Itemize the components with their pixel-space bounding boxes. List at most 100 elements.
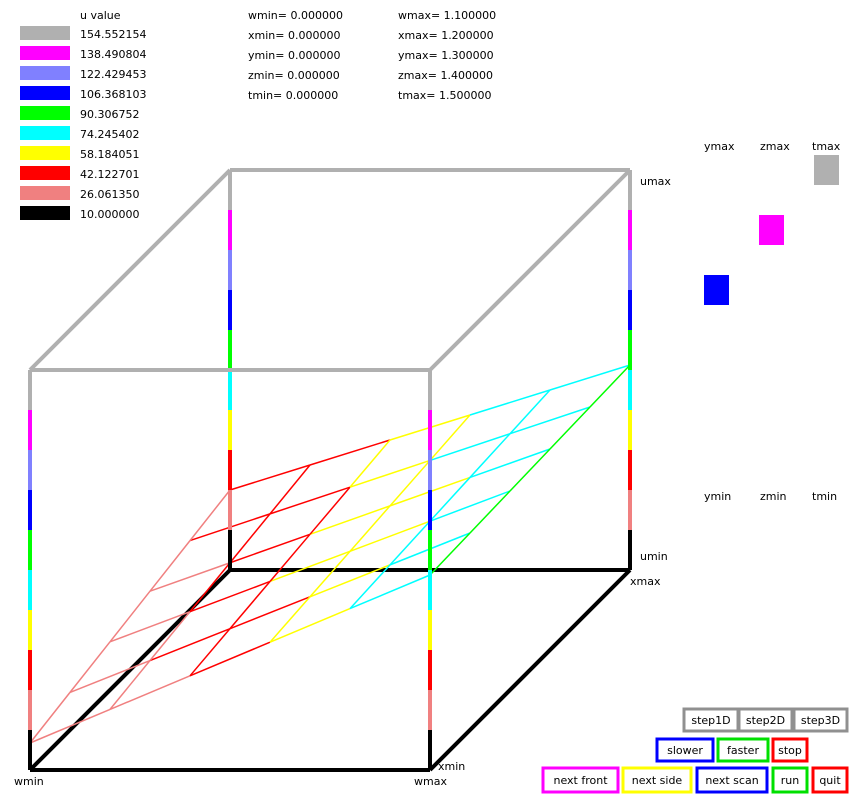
button[interactable]: next front bbox=[541, 766, 620, 794]
axis-label: wmax bbox=[414, 775, 447, 788]
legend-label: 106.368103 bbox=[80, 88, 146, 101]
mesh-line bbox=[269, 596, 311, 643]
slider-label: tmin bbox=[812, 490, 837, 503]
axis-label: umax bbox=[640, 175, 671, 188]
mesh-line bbox=[309, 505, 391, 536]
mesh-line bbox=[429, 476, 471, 522]
button-label: step3D bbox=[801, 714, 840, 727]
button-frame bbox=[716, 737, 770, 763]
mesh-line bbox=[149, 562, 231, 592]
button[interactable]: step3D bbox=[792, 707, 849, 733]
button[interactable]: run bbox=[771, 766, 809, 794]
button-label: faster bbox=[727, 744, 759, 757]
button-label: stop bbox=[778, 744, 802, 757]
range-min: tmin= 0.000000 bbox=[248, 89, 338, 102]
button[interactable]: next side bbox=[621, 766, 693, 794]
mesh-line bbox=[29, 708, 111, 744]
legend-swatch bbox=[20, 146, 70, 160]
mesh-line bbox=[589, 364, 631, 408]
button-label: next scan bbox=[705, 774, 758, 787]
button-frame bbox=[621, 766, 693, 794]
mesh-line bbox=[269, 550, 351, 583]
slider-handle[interactable] bbox=[814, 155, 839, 185]
mesh-line bbox=[309, 486, 351, 535]
mesh-line bbox=[269, 533, 311, 582]
mesh-line bbox=[509, 448, 551, 492]
mesh-line bbox=[469, 389, 551, 416]
mesh-line bbox=[509, 406, 591, 435]
button-label: next front bbox=[553, 774, 608, 787]
range-max: ymax= 1.300000 bbox=[398, 49, 494, 62]
range-min: zmin= 0.000000 bbox=[248, 69, 340, 82]
button-label: slower bbox=[667, 744, 703, 757]
range-min: wmin= 0.000000 bbox=[248, 9, 343, 22]
range-max: tmax= 1.500000 bbox=[398, 89, 491, 102]
mesh-line bbox=[429, 433, 511, 462]
mesh-line bbox=[269, 486, 351, 515]
mesh-line bbox=[269, 464, 311, 515]
axis-label: xmin bbox=[438, 760, 465, 773]
mesh-line bbox=[349, 520, 431, 553]
button-frame bbox=[655, 737, 715, 763]
button-frame bbox=[771, 737, 809, 763]
cube-edge bbox=[428, 168, 632, 372]
slider-label: ymax bbox=[704, 140, 735, 153]
button-label: step2D bbox=[746, 714, 785, 727]
mesh-line bbox=[189, 641, 271, 677]
mesh-line bbox=[309, 439, 391, 466]
legend-swatch bbox=[20, 46, 70, 60]
mesh-line bbox=[109, 590, 151, 643]
axis-label: xmax bbox=[630, 575, 661, 588]
legend-swatch bbox=[20, 206, 70, 220]
slider-handle[interactable] bbox=[759, 215, 784, 245]
range-max: zmax= 1.400000 bbox=[398, 69, 493, 82]
button-label: run bbox=[781, 774, 799, 787]
legend-label: 42.122701 bbox=[80, 168, 140, 181]
slider-label: ymin bbox=[704, 490, 731, 503]
slider-label: zmin bbox=[760, 490, 787, 503]
button-label: step1D bbox=[691, 714, 730, 727]
button[interactable]: next scan bbox=[695, 766, 769, 794]
mesh-line bbox=[549, 406, 591, 450]
mesh-line bbox=[29, 691, 71, 744]
mesh-line bbox=[69, 659, 151, 694]
legend-label: 154.552154 bbox=[80, 28, 146, 41]
legend-label: 90.306752 bbox=[80, 108, 140, 121]
mesh-line bbox=[429, 532, 471, 576]
mesh-line bbox=[309, 550, 351, 598]
legend-swatch bbox=[20, 26, 70, 40]
legend-label: 26.061350 bbox=[80, 188, 140, 201]
mesh-line bbox=[509, 389, 551, 435]
legend-label: 74.245402 bbox=[80, 128, 140, 141]
mesh-line bbox=[349, 505, 391, 552]
mesh-line bbox=[469, 433, 511, 478]
mesh-line bbox=[229, 533, 311, 564]
slider-label: tmax bbox=[812, 140, 841, 153]
legend-swatch bbox=[20, 66, 70, 80]
cube-edge bbox=[28, 168, 232, 372]
button[interactable]: slower bbox=[655, 737, 715, 763]
cube-edge bbox=[428, 568, 632, 772]
button[interactable]: step2D bbox=[737, 707, 794, 733]
mesh-line bbox=[389, 520, 431, 566]
mesh-line bbox=[389, 459, 431, 507]
mesh-line bbox=[469, 490, 511, 534]
legend-label: 122.429453 bbox=[80, 68, 146, 81]
mesh-line bbox=[109, 660, 151, 710]
mesh-line bbox=[349, 564, 391, 610]
slider-label: zmax bbox=[760, 140, 790, 153]
legend-swatch bbox=[20, 126, 70, 140]
mesh-line bbox=[349, 459, 431, 488]
button[interactable]: faster bbox=[716, 737, 770, 763]
button-frame bbox=[695, 766, 769, 794]
slider-handle[interactable] bbox=[704, 275, 729, 305]
button[interactable]: stop bbox=[771, 737, 809, 763]
mesh-line bbox=[429, 490, 511, 522]
button[interactable]: quit bbox=[811, 766, 849, 794]
mesh-line bbox=[149, 627, 231, 662]
button[interactable]: step1D bbox=[682, 707, 740, 733]
mesh-line bbox=[229, 464, 311, 491]
mesh-line bbox=[229, 596, 311, 630]
legend-swatch bbox=[20, 186, 70, 200]
